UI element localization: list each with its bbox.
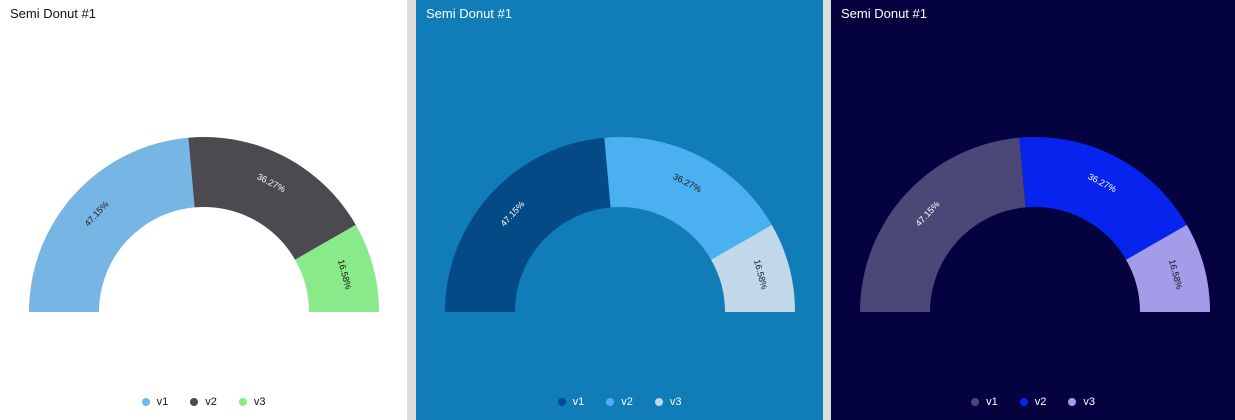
semi-donut-chart: 47.15%36.27%16.58% (860, 137, 1210, 312)
legend-swatch (654, 398, 663, 406)
legend-item-v3[interactable]: v3 (238, 396, 266, 408)
donut-slice-v1[interactable] (860, 137, 1026, 312)
donut-slice-v1[interactable] (29, 137, 195, 312)
legend-item-v1[interactable]: v1 (141, 396, 169, 408)
semi-donut-chart: 47.15%36.27%16.58% (445, 137, 795, 312)
chart-panel-dark: Semi Donut #1 47.15% 36.27% 16.58% v1 v2 v… (831, 0, 1235, 420)
donut-slice-v3[interactable] (1126, 224, 1210, 312)
donut-slice-v2[interactable] (604, 137, 772, 260)
legend-item-v2[interactable]: v2 (606, 396, 633, 408)
legend-label: v3 (669, 396, 682, 408)
legend-label: v2 (1034, 396, 1047, 408)
legend-swatch (1019, 398, 1028, 406)
legend-swatch (606, 398, 615, 406)
chart-title: Semi Donut #1 (841, 6, 927, 21)
legend-swatch (141, 398, 150, 406)
donut-slice-v2[interactable] (1019, 137, 1187, 260)
legend-item-v1[interactable]: v1 (971, 396, 998, 408)
legend-item-v2[interactable]: v2 (190, 396, 217, 408)
donut-slice-v2[interactable] (188, 137, 356, 260)
legend-item-v3[interactable]: v3 (1068, 396, 1095, 408)
legend-label: v1 (986, 396, 998, 408)
legend-swatch (190, 398, 199, 406)
legend-label: v3 (1083, 396, 1095, 408)
legend-label: v1 (572, 396, 585, 408)
semi-donut-chart: 47.15%36.27%16.58% (29, 137, 379, 312)
legend-swatch (1068, 398, 1077, 406)
chart-legend: v1 v2 v3 (0, 396, 407, 408)
legend-label: v1 (156, 396, 169, 408)
donut-slice-v3[interactable] (711, 224, 795, 312)
donut-slice-v3[interactable] (295, 224, 379, 312)
chart-panel-light: Semi Donut #1 47.15% 36.27% 16.58% v1 v2 v… (0, 0, 407, 420)
legend-swatch (557, 398, 566, 406)
legend-item-v2[interactable]: v2 (1019, 396, 1047, 408)
legend-label: v2 (205, 396, 217, 408)
legend-item-v3[interactable]: v3 (654, 396, 682, 408)
legend-swatch (238, 398, 247, 406)
chart-title: Semi Donut #1 (426, 6, 512, 21)
chart-panel-blue: Semi Donut #1 47.15% 36.27% 16.58% v1 v2 v… (416, 0, 823, 420)
donut-slice-v1[interactable] (445, 137, 611, 312)
chart-legend: v1 v2 v3 (416, 396, 823, 408)
legend-swatch (971, 398, 980, 406)
chart-legend: v1 v2 v3 (831, 396, 1235, 408)
legend-label: v2 (621, 396, 633, 408)
legend-label: v3 (253, 396, 266, 408)
legend-item-v1[interactable]: v1 (557, 396, 585, 408)
chart-title: Semi Donut #1 (10, 6, 96, 21)
